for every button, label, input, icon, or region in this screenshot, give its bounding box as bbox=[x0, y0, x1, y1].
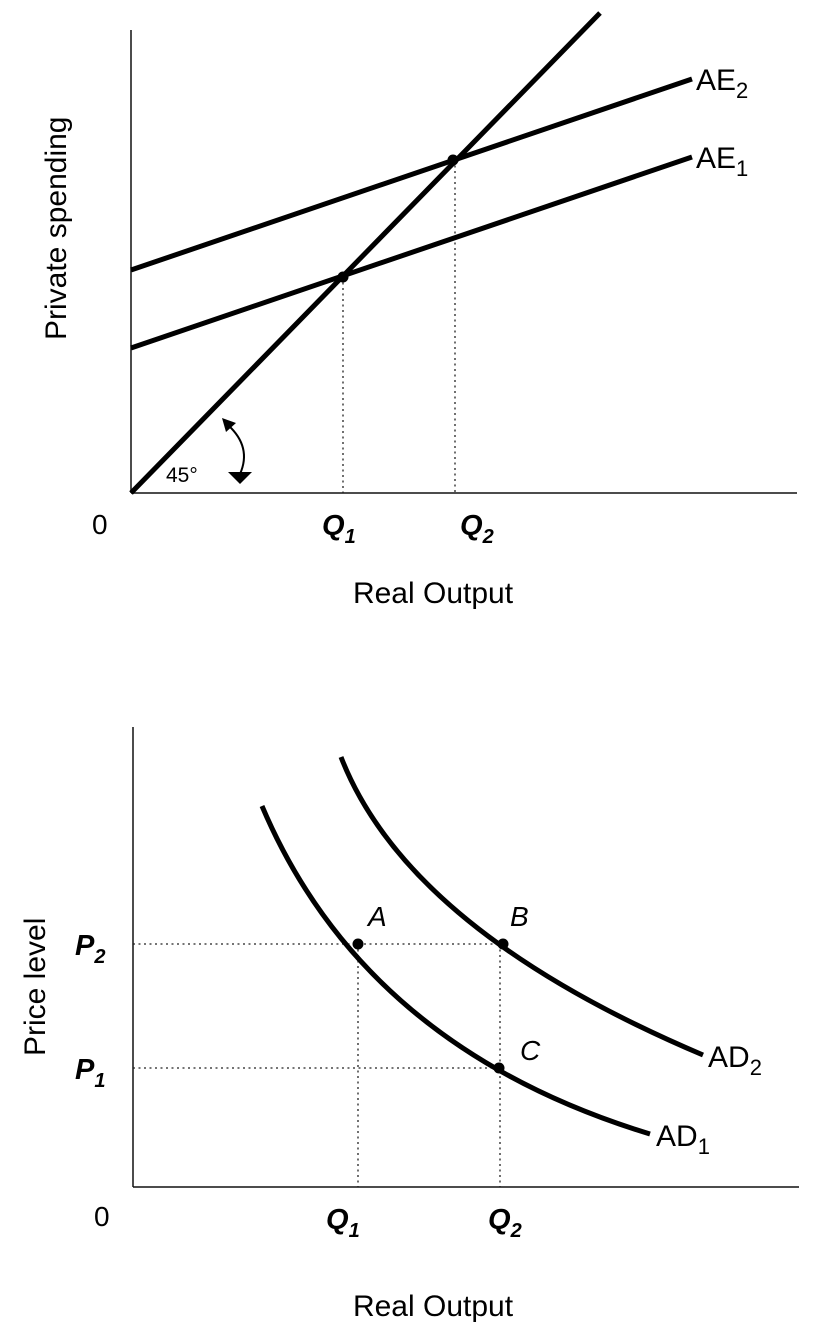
ad1-label: AD1 bbox=[656, 1120, 710, 1159]
top-tick-q1: Q1 bbox=[322, 510, 356, 548]
ad1-curve bbox=[259, 805, 651, 1137]
top-x-axis-label: Real Output bbox=[353, 577, 514, 610]
angle-arc bbox=[227, 424, 245, 475]
equilibrium-point-q2 bbox=[447, 154, 459, 166]
point-c-label: C bbox=[520, 1035, 541, 1066]
bottom-origin-label: 0 bbox=[94, 1201, 110, 1232]
ad2-curve bbox=[338, 756, 704, 1058]
point-b-label: B bbox=[510, 901, 529, 932]
angle-label: 45° bbox=[166, 464, 198, 487]
point-c bbox=[493, 1062, 505, 1074]
point-a-label: A bbox=[366, 901, 387, 932]
angle-arrowhead-up-icon bbox=[222, 418, 236, 432]
ae1-label: AE1 bbox=[696, 142, 748, 181]
tick-p2: P2 bbox=[75, 930, 105, 968]
ae1-line bbox=[130, 154, 693, 351]
ae2-label: AE2 bbox=[696, 64, 748, 103]
tick-p1: P1 bbox=[75, 1054, 105, 1092]
angle-arrowhead-down-icon bbox=[228, 472, 252, 484]
ae2-line bbox=[130, 76, 693, 273]
bottom-y-axis-label: Price level bbox=[19, 918, 52, 1056]
top-origin-label: 0 bbox=[92, 509, 108, 540]
bottom-tick-q1: Q1 bbox=[326, 1204, 360, 1242]
top-tick-q2: Q2 bbox=[460, 510, 494, 548]
top-y-axis-label: Private spending bbox=[40, 117, 73, 340]
point-a bbox=[352, 938, 364, 950]
bottom-panel: A B C Price level Real Output 0 P2 P1 Q1… bbox=[19, 727, 799, 1323]
point-b bbox=[497, 938, 509, 950]
top-panel: 45° Private spending Real Output 0 Q1 Q2… bbox=[40, 11, 797, 610]
bottom-x-axis-label: Real Output bbox=[353, 1290, 514, 1323]
forty-five-degree-line bbox=[129, 11, 602, 495]
bottom-tick-q2: Q2 bbox=[488, 1204, 522, 1242]
ad2-label: AD2 bbox=[708, 1041, 762, 1080]
equilibrium-point-q1 bbox=[337, 271, 349, 283]
